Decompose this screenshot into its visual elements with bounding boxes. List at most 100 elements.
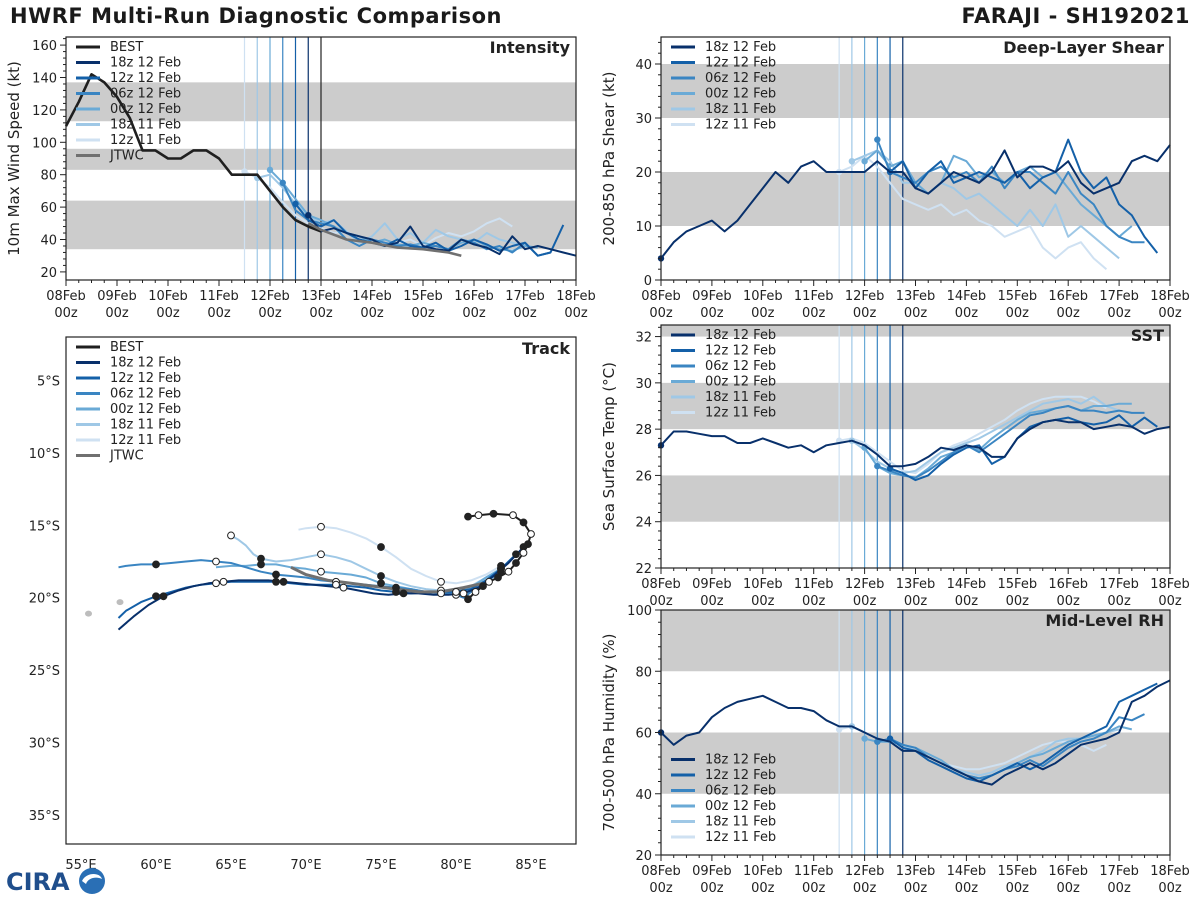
x-tick-label: 12Feb	[845, 864, 885, 879]
legend-label-12z-12-feb: 12z 12 Feb	[110, 71, 181, 86]
x-tick-sublabel: 00z	[1006, 881, 1030, 896]
x-tick-sublabel: 00z	[955, 594, 979, 609]
y-tick-label: 28	[635, 423, 652, 438]
track-position-marker	[437, 589, 445, 598]
track-position-marker	[212, 557, 220, 566]
series-start-marker-12z-11-feb	[835, 726, 843, 733]
series-line-18z-11-feb	[257, 173, 526, 247]
series-line-12z-11-feb	[838, 154, 1108, 270]
track-position-marker	[339, 583, 348, 592]
y-tick-label: 24	[635, 516, 652, 531]
legend-label-12z-12-feb: 12z 12 Feb	[110, 371, 181, 386]
x-tick-label: 16Feb	[1048, 577, 1088, 592]
y-tick-label: 60	[635, 727, 652, 742]
track-position-marker	[464, 512, 472, 521]
panel-title: Deep-Layer Shear	[1003, 38, 1164, 57]
y-tick-label: 20	[40, 266, 57, 281]
plot-frame	[65, 336, 577, 845]
x-tick-label: 15Feb	[403, 289, 443, 304]
x-tick-label: 18Feb	[1150, 864, 1190, 879]
x-tick-sublabel: 00z	[309, 306, 333, 321]
x-tick-sublabel: 00z	[1158, 594, 1182, 609]
x-tick-label: 18Feb	[556, 289, 596, 304]
x-tick-sublabel: 00z	[802, 881, 826, 896]
y-tick-label: 60	[40, 201, 57, 216]
x-tick-sublabel: 00z	[1006, 594, 1030, 609]
y-tick-label: 40	[40, 234, 57, 249]
track-position-marker	[479, 582, 487, 591]
y-tick-label: 40	[635, 58, 652, 73]
series-line-18z-12-feb	[660, 418, 1171, 468]
panel-title: Mid-Level RH	[1045, 611, 1164, 630]
legend-label-18z-12-feb: 18z 12 Feb	[705, 328, 776, 343]
x-tick-label: 09Feb	[692, 289, 732, 304]
x-tick-label: 14Feb	[947, 864, 987, 879]
track-position-marker	[527, 530, 535, 538]
x-tick-label: 10Feb	[743, 289, 783, 304]
x-tick-label: 60°E	[140, 858, 171, 873]
legend-label-12z-12-feb: 12z 12 Feb	[705, 56, 776, 71]
y-tick-label: 22	[635, 562, 652, 577]
x-tick-label: 14Feb	[947, 577, 987, 592]
track-position-marker	[452, 588, 460, 596]
track-position-marker	[504, 567, 513, 576]
legend-label-12z-11-feb: 12z 11 Feb	[705, 830, 776, 845]
series-line-06z-12-feb	[876, 139, 1145, 244]
legend-label-00z-12-feb: 00z 12 Feb	[705, 799, 776, 814]
y-tick-label: 100	[32, 136, 57, 151]
track-position-marker	[317, 522, 325, 531]
x-tick-sublabel: 00z	[649, 594, 673, 609]
threshold-band	[661, 325, 1170, 337]
intensity-panel: 20 40 60 80 100 120 140 160 08Feb 00z 09Feb 00z 10Fe…	[5, 36, 596, 321]
track-position-marker	[317, 567, 325, 576]
track-position-marker	[332, 580, 340, 589]
x-tick-sublabel: 00z	[955, 306, 979, 321]
track-position-marker	[272, 570, 280, 579]
y-tick-label: 32	[635, 331, 652, 346]
series-start-marker-18z-12-feb	[305, 212, 312, 219]
track-position-marker	[437, 577, 445, 586]
legend-label-00z-12-feb: 00z 12 Feb	[110, 402, 181, 417]
panel-title: Track	[522, 339, 570, 358]
series-start-marker-00z-12-feb	[861, 735, 868, 742]
y-tick-label: 30	[635, 377, 652, 392]
x-tick-label: 16Feb	[1048, 864, 1088, 879]
legend-label-06z-12-feb: 06z 12 Feb	[110, 387, 181, 402]
x-tick-label: 75°E	[365, 858, 396, 873]
x-tick-sublabel: 00z	[207, 306, 231, 321]
x-tick-label: 08Feb	[46, 289, 86, 304]
legend-label-00z-12-feb: 00z 12 Feb	[110, 102, 181, 117]
legend-label-18z-11-feb: 18z 11 Feb	[705, 102, 776, 117]
x-tick-label: 85°E	[515, 858, 546, 873]
x-tick-label: 13Feb	[896, 577, 936, 592]
x-tick-sublabel: 00z	[853, 306, 877, 321]
x-tick-label: 18Feb	[1150, 577, 1190, 592]
x-tick-sublabel: 00z	[649, 306, 673, 321]
island-landmass	[85, 610, 92, 617]
x-tick-label: 09Feb	[692, 577, 732, 592]
x-tick-sublabel: 00z	[1107, 881, 1131, 896]
series-line-18z-12-feb	[660, 144, 1171, 260]
x-tick-label: 08Feb	[641, 864, 681, 879]
track-position-marker	[512, 550, 520, 559]
legend-label-18z-11-feb: 18z 11 Feb	[705, 390, 776, 405]
y-tick-label: 5°S	[37, 374, 60, 389]
series-line-06z-12-feb	[876, 405, 1145, 479]
y-tick-label: 0	[644, 274, 652, 289]
x-tick-sublabel: 00z	[700, 881, 724, 896]
legend-label-18z-11-feb: 18z 11 Feb	[110, 418, 181, 433]
track-position-marker	[474, 511, 483, 520]
series-line-12z-12-feb	[889, 138, 1159, 254]
track-position-marker	[399, 589, 408, 598]
series-start-marker-06z-12-feb	[874, 462, 881, 470]
x-tick-sublabel: 00z	[360, 306, 384, 321]
y-tick-label: 80	[40, 169, 57, 184]
x-tick-sublabel: 00z	[751, 594, 775, 609]
series-start-marker-06z-12-feb	[874, 738, 881, 745]
x-tick-label: 11Feb	[199, 289, 239, 304]
x-tick-label: 17Feb	[1099, 577, 1139, 592]
island-landmass	[116, 599, 124, 606]
x-tick-label: 09Feb	[97, 289, 137, 304]
x-tick-label: 16Feb	[1048, 289, 1088, 304]
series-line-best	[64, 73, 322, 233]
